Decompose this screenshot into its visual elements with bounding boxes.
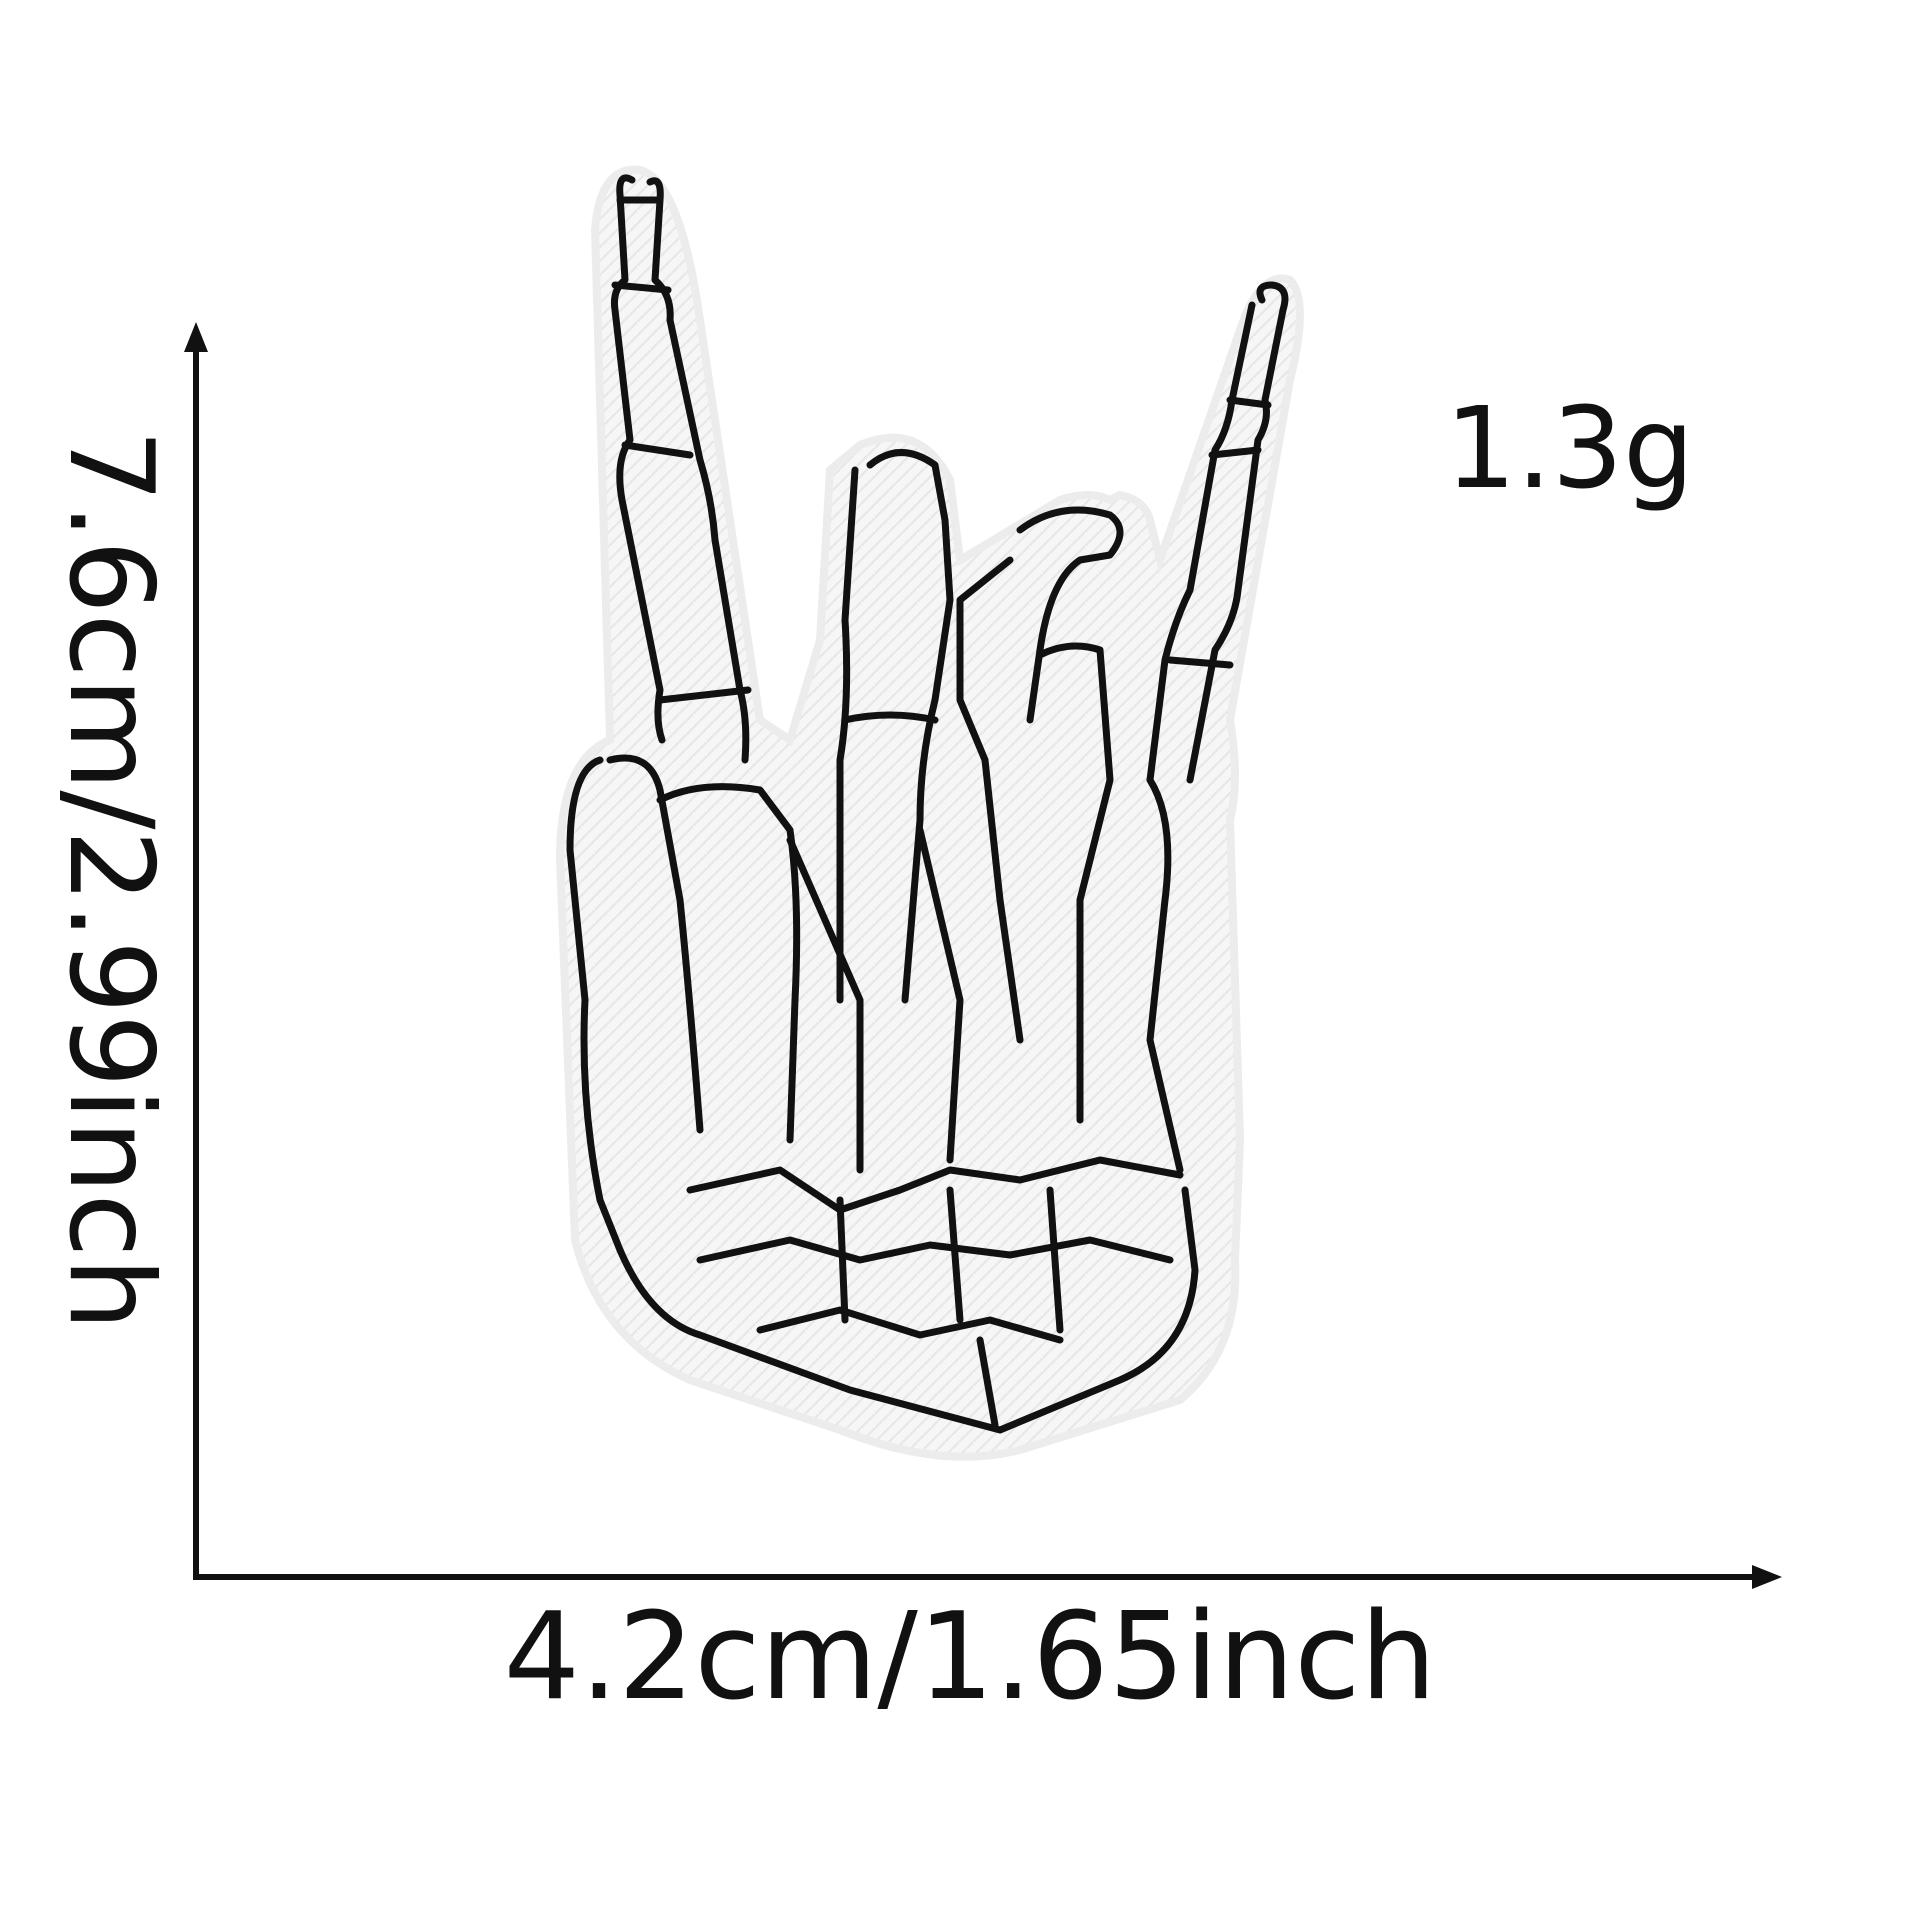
width-dimension-label: 4.2cm/1.65inch [503,1588,1437,1727]
bone-outlines [566,174,1289,1434]
weight-label: 1.3g [1445,384,1695,514]
up-arrow-icon [184,322,208,352]
patch-backing [555,165,1304,1461]
right-arrow-icon [1752,1565,1782,1589]
height-dimension-label: 7.6cm/2.99inch [43,429,178,1331]
